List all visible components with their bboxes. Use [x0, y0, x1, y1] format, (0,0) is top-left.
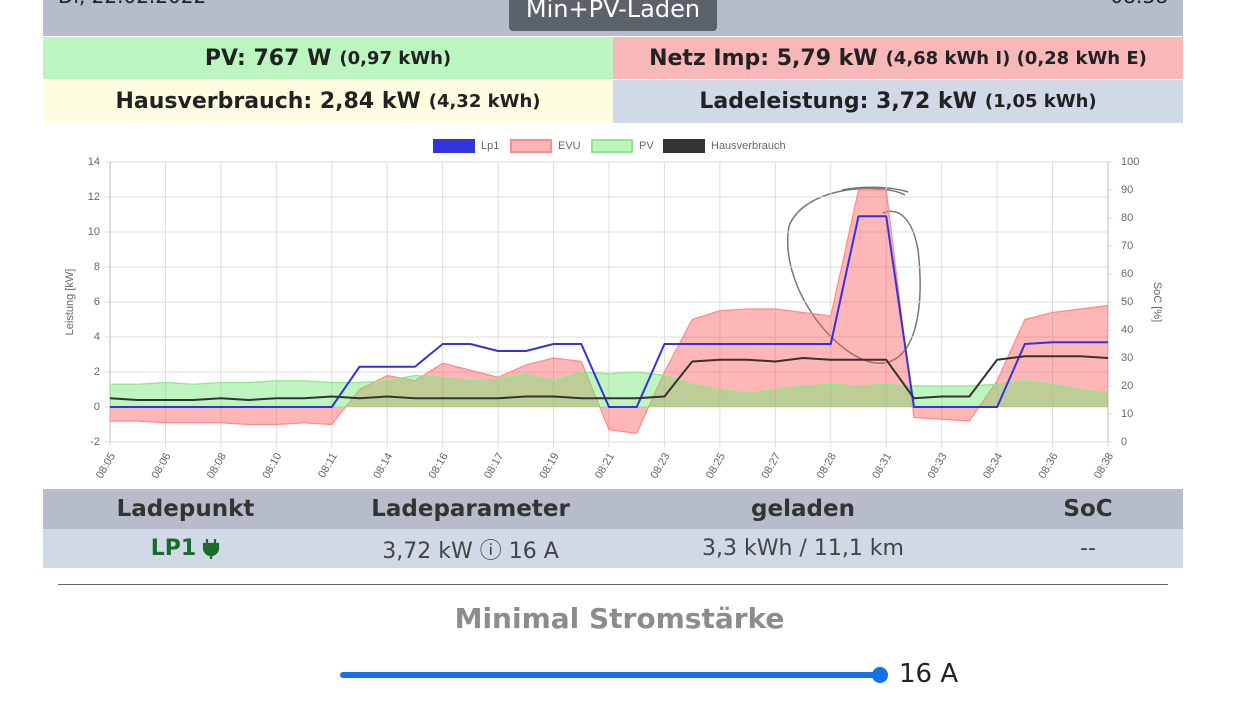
y-tick-label: 6: [94, 296, 100, 308]
column-header: geladen: [751, 496, 855, 522]
legend-label: PV: [639, 140, 654, 152]
legend-swatch: [433, 139, 475, 153]
y-tick-label: 12: [88, 191, 100, 203]
x-tick-label: 08:19: [538, 451, 562, 481]
status-detail: (4,32 kWh): [428, 91, 541, 112]
x-tick-label: 08:06: [149, 451, 173, 481]
status-label: PV: 767 W: [204, 45, 332, 71]
y2-tick-label: 10: [1121, 408, 1133, 420]
x-tick-label: 08:38: [1092, 451, 1116, 481]
slider-value: 16 A: [899, 659, 959, 689]
x-tick-label: 08:33: [926, 451, 950, 481]
status-label: Netz Imp: 5,79 kW: [649, 45, 878, 71]
y2-tick-label: 80: [1121, 212, 1133, 224]
y-tick-label: 14: [88, 156, 100, 168]
y2-tick-label: 20: [1121, 380, 1133, 392]
x-tick-label: 08:17: [482, 451, 506, 481]
status-label: Ladeleistung: 3,72 kW: [699, 89, 977, 114]
y-tick-label: 8: [94, 261, 100, 273]
y-tick-label: -2: [90, 436, 100, 448]
series-line: [110, 215, 1108, 408]
y2-tick-label: 50: [1121, 296, 1133, 308]
x-tick-label: 08:14: [371, 451, 395, 481]
slider-title: Minimal Stromstärke: [454, 602, 785, 635]
mode-button[interactable]: Min+PV-Laden: [509, 0, 717, 31]
y2-tick-label: 30: [1121, 352, 1133, 364]
time: 08:38: [1110, 0, 1168, 8]
status-detail: (0,97 kWh): [339, 47, 452, 69]
x-tick-label: 08:16: [427, 451, 451, 481]
date: Di, 22.02.2022: [58, 0, 206, 8]
x-tick-label: 08:11: [316, 451, 340, 480]
x-tick-label: 08:34: [981, 451, 1005, 481]
status-detail: (4,68 kWh I) (0,28 kWh E): [885, 47, 1147, 69]
status-label: Hausverbrauch: 2,84 kW: [115, 89, 421, 114]
y-tick-label: 10: [88, 226, 100, 238]
charge-parameter: 3,72 kW ⓘ 16 A: [382, 538, 559, 564]
legend-label: EVU: [558, 140, 581, 152]
y2-tick-label: 90: [1121, 184, 1133, 196]
status-detail: (1,05 kWh): [984, 91, 1097, 112]
chargepoint-cell[interactable]: LP1: [43, 529, 328, 568]
y2-tick-label: 60: [1121, 268, 1133, 280]
legend-swatch: [591, 139, 633, 153]
y2-axis-title: SoC [%]: [1151, 282, 1163, 322]
grid-status: Netz Imp: 5,79 kW (4,68 kWh I) (0,28 kWh …: [613, 37, 1183, 79]
soc: --: [1080, 536, 1096, 561]
plug-icon: [203, 538, 220, 559]
x-tick-label: 08:28: [815, 451, 839, 481]
x-tick-label: 08:05: [94, 451, 118, 481]
table-header: Ladepunkt Ladeparameter geladen SoC: [43, 489, 1183, 529]
chart: -2 0 2 4 6 8 10 12 14 0 10 20 30 40 50 60 70 80 90 100 08:05…: [64, 139, 1163, 481]
x-tick-label: 08:25: [704, 451, 728, 481]
y-tick-label: 2: [94, 366, 100, 378]
table-row: LP1 3,72 kW ⓘ 16 A 3,3 kWh / 11,1 km --: [43, 529, 1183, 568]
legend-swatch: [663, 139, 705, 153]
x-tick-label: 08:27: [759, 451, 783, 481]
pv-status: PV: 767 W (0,97 kWh): [43, 37, 613, 79]
column-header: SoC: [1063, 496, 1113, 522]
y2-tick-label: 0: [1121, 436, 1127, 448]
slider-track[interactable]: [340, 672, 880, 678]
area: [110, 372, 1108, 407]
y-tick-label: 0: [94, 401, 100, 413]
y2-tick-label: 70: [1121, 240, 1133, 252]
column-header: Ladepunkt: [116, 496, 255, 522]
x-tick-label: 08:36: [1037, 451, 1061, 481]
series-line: [110, 371, 1109, 394]
hand-drawn-stroke: [841, 186, 909, 193]
y2-tick-label: 40: [1121, 324, 1133, 336]
series-line: [110, 189, 1109, 434]
y-axis-title: Leistung [kW]: [64, 269, 76, 336]
series-line: [109, 355, 1109, 401]
y-tick-label: 4: [94, 331, 100, 343]
charged: 3,3 kWh / 11,1 km: [702, 536, 904, 561]
x-tick-label: 08:31: [870, 451, 894, 481]
legend-label: Lp1: [481, 140, 499, 152]
x-tick-label: 08:23: [648, 451, 672, 481]
column-header: Ladeparameter: [371, 496, 570, 522]
legend-label: Hausverbrauch: [711, 140, 786, 152]
x-tick-label: 08:10: [260, 451, 284, 481]
charge-status: Ladeleistung: 3,72 kW (1,05 kWh): [613, 80, 1183, 123]
y2-tick-label: 100: [1121, 156, 1139, 168]
slider-thumb[interactable]: [872, 667, 888, 683]
area: [110, 190, 1108, 434]
house-status: Hausverbrauch: 2,84 kW (4,32 kWh): [43, 80, 613, 123]
divider: [58, 584, 1168, 585]
legend-swatch: [510, 139, 552, 153]
chargepoint-name[interactable]: LP1: [150, 536, 197, 561]
x-tick-label: 08:08: [205, 451, 229, 481]
x-tick-label: 08:21: [593, 451, 617, 481]
